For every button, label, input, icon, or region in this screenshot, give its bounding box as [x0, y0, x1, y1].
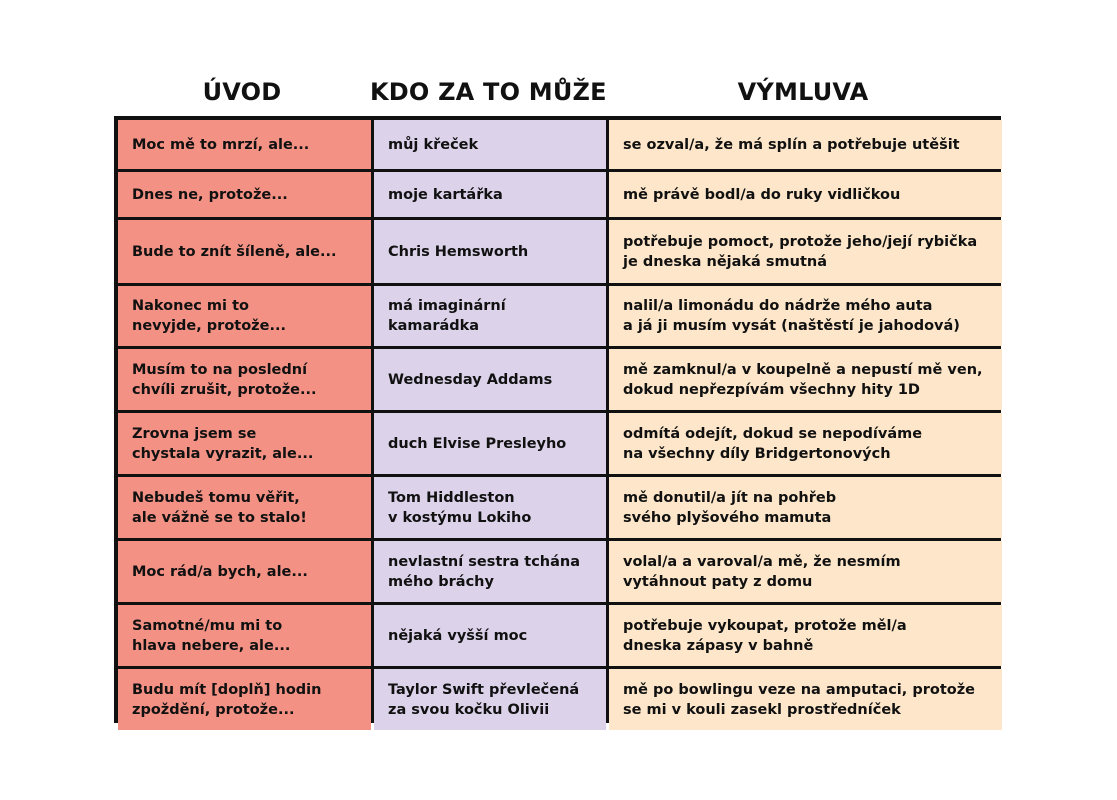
who-cell: Tom Hiddleston v kostýmu Lokiho: [374, 477, 606, 538]
who-cell: Wednesday Addams: [374, 349, 606, 410]
excuse-cell: potřebuje vykoupat, protože měl/a dneska…: [609, 605, 1002, 666]
header-who: KDO ZA TO MŮŽE: [370, 78, 607, 106]
header-intro: ÚVOD: [202, 78, 282, 106]
intro-cell: Zrovna jsem se chystala vyrazit, ale...: [118, 413, 371, 474]
excuse-cell: potřebuje pomoct, protože jeho/její rybi…: [609, 220, 1002, 283]
who-cell: Taylor Swift převlečená za svou kočku Ol…: [374, 669, 606, 730]
who-cell: nějaká vyšší moc: [374, 605, 606, 666]
header-excuse: VÝMLUVA: [737, 78, 869, 106]
intro-cell: Moc mě to mrzí, ale...: [118, 120, 371, 169]
excuse-cell: mě zamknul/a v koupelně a nepustí mě ven…: [609, 349, 1002, 410]
who-cell: Chris Hemsworth: [374, 220, 606, 283]
who-cell: má imaginární kamarádka: [374, 286, 606, 346]
column-headers: ÚVOD KDO ZA TO MŮŽE VÝMLUVA: [114, 74, 1001, 110]
intro-cell: Dnes ne, protože...: [118, 172, 371, 217]
who-cell: můj křeček: [374, 120, 606, 169]
who-cell: nevlastní sestra tchána mého bráchy: [374, 541, 606, 602]
excuse-cell: se ozval/a, že má splín a potřebuje utěš…: [609, 120, 1002, 169]
who-cell: moje kartářka: [374, 172, 606, 217]
intro-cell: Moc rád/a bych, ale...: [118, 541, 371, 602]
excuse-cell: volal/a a varoval/a mě, že nesmím vytáhn…: [609, 541, 1002, 602]
who-cell: duch Elvise Presleyho: [374, 413, 606, 474]
excuse-table: Moc mě to mrzí, ale... můj křeček se ozv…: [114, 116, 1002, 730]
excuse-cell: mě po bowlingu veze na amputaci, protože…: [609, 669, 1002, 730]
excuse-cell: odmítá odejít, dokud se nepodíváme na vš…: [609, 413, 1002, 474]
intro-cell: Bude to znít šíleně, ale...: [118, 220, 371, 283]
intro-cell: Budu mít [doplň] hodin zpoždění, protože…: [118, 669, 371, 730]
intro-cell: Nakonec mi to nevyjde, protože...: [118, 286, 371, 346]
excuse-cell: nalil/a limonádu do nádrže mého auta a j…: [609, 286, 1002, 346]
intro-cell: Musím to na poslední chvíli zrušit, prot…: [118, 349, 371, 410]
excuse-cell: mě donutil/a jít na pohřeb svého plyšové…: [609, 477, 1002, 538]
intro-cell: Samotné/mu mi to hlava nebere, ale...: [118, 605, 371, 666]
intro-cell: Nebudeš tomu věřit, ale vážně se to stal…: [118, 477, 371, 538]
excuse-cell: mě právě bodl/a do ruky vidličkou: [609, 172, 1002, 217]
